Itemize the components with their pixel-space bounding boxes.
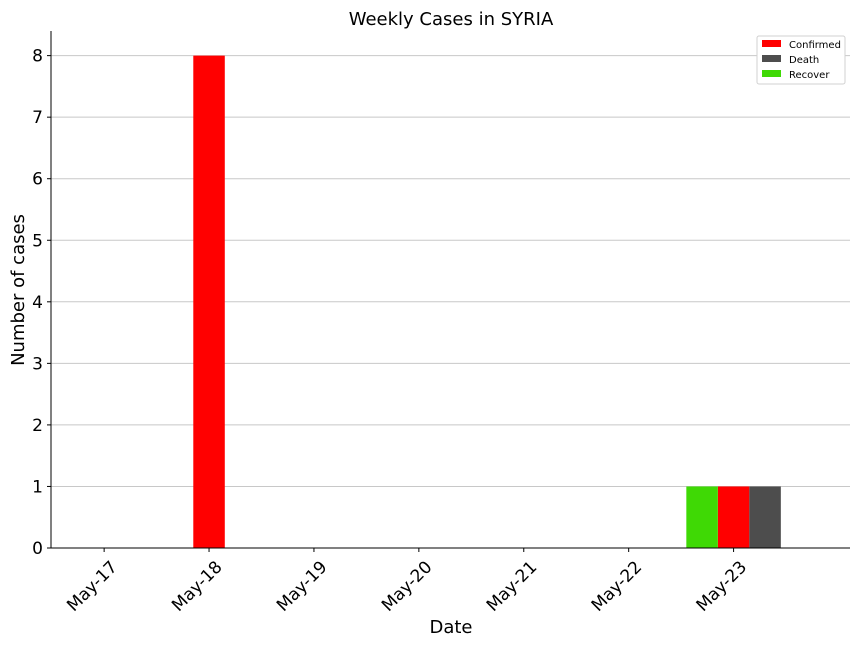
x-tick-label: May-19 xyxy=(273,557,331,615)
y-tick-label: 2 xyxy=(32,416,43,436)
legend-swatch-confirmed xyxy=(762,40,781,47)
y-ticks: 0 1 2 3 4 5 6 7 8 xyxy=(32,47,51,559)
y-tick-label: 6 xyxy=(32,170,43,190)
x-tick-label: May-22 xyxy=(588,557,646,615)
y-tick-label: 1 xyxy=(32,477,43,497)
x-tick-label: May-23 xyxy=(693,557,751,615)
bar-recover xyxy=(686,486,718,548)
y-axis-label: Number of cases xyxy=(8,214,29,366)
y-tick-label: 4 xyxy=(32,293,43,313)
y-tick-label: 0 xyxy=(32,539,43,559)
y-tick-label: 8 xyxy=(32,47,43,67)
axes xyxy=(50,31,850,549)
x-ticks: May-17 May-18 May-19 May-20 May-21 May-22 May-… xyxy=(63,548,751,616)
legend: Confirmed Death Recover xyxy=(756,35,846,85)
legend-label-recover: Recover xyxy=(789,70,830,81)
chart-title: Weekly Cases in SYRIA xyxy=(349,9,554,30)
bar-death xyxy=(749,486,781,548)
x-tick-label: May-21 xyxy=(483,557,541,615)
x-tick-label: May-20 xyxy=(378,557,436,615)
y-tick-label: 5 xyxy=(32,231,43,251)
y-tick-label: 7 xyxy=(32,108,43,128)
gridlines xyxy=(51,55,850,487)
legend-swatch-death xyxy=(762,55,781,62)
bar-confirmed xyxy=(193,55,225,548)
bars xyxy=(193,55,781,548)
legend-swatch-recover xyxy=(762,70,781,77)
legend-label-death: Death xyxy=(789,55,819,66)
x-tick-label: May-18 xyxy=(168,557,226,615)
x-tick-label: May-17 xyxy=(63,557,121,615)
legend-label-confirmed: Confirmed xyxy=(789,40,841,51)
x-axis-label: Date xyxy=(429,617,472,638)
bar-confirmed xyxy=(717,486,750,548)
y-tick-label: 3 xyxy=(32,354,43,374)
